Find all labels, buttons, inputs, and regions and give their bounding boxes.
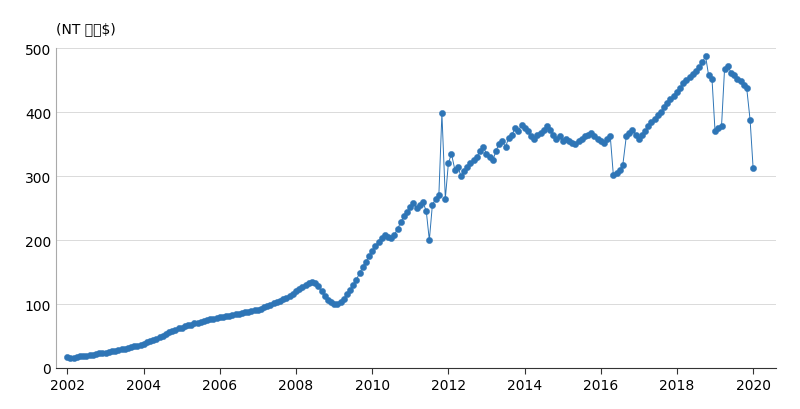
Text: (NT 十億$): (NT 十億$) [56,22,116,36]
